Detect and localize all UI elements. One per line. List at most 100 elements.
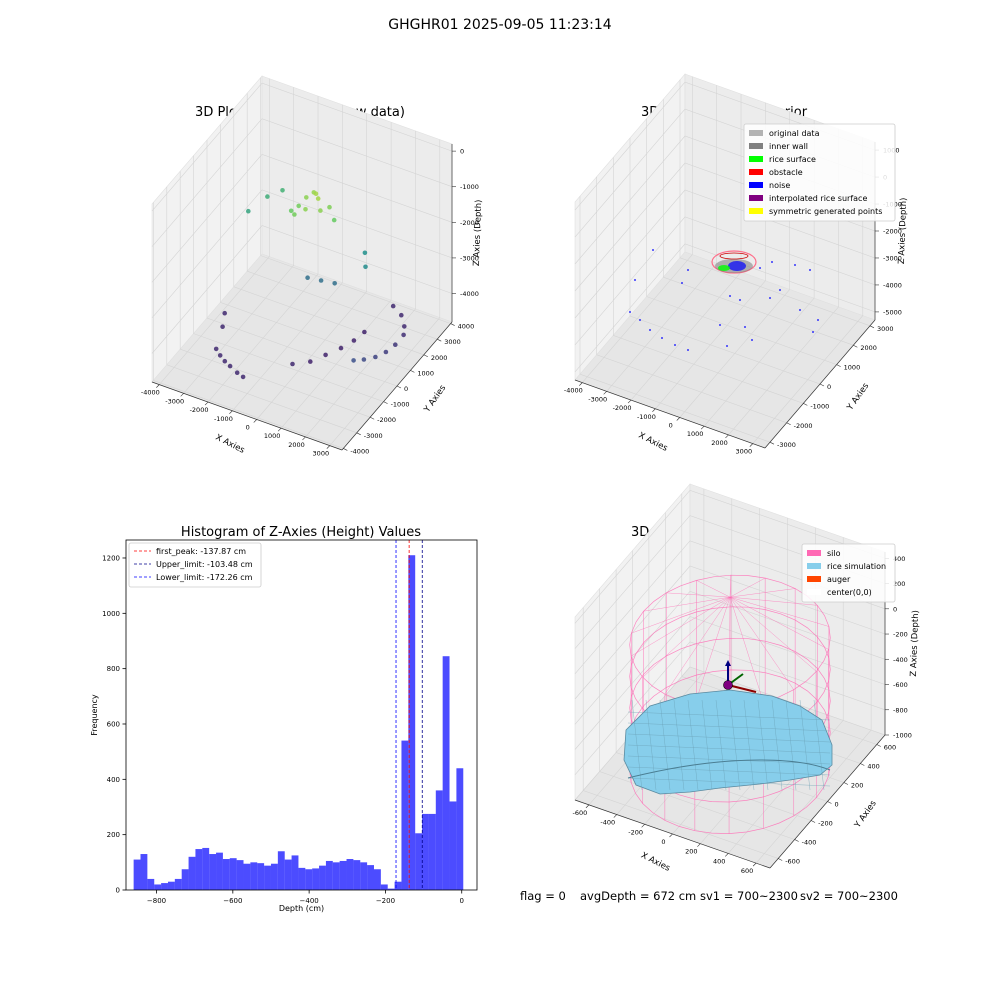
footer-flag: flag = 0	[520, 889, 566, 903]
x-tick-label: -2000	[613, 404, 632, 412]
legend-label: obstacle	[769, 168, 803, 177]
mesh-line	[627, 711, 831, 721]
y-tick-label: -2000	[377, 416, 396, 424]
y-tick	[794, 839, 799, 842]
z-tick-label: 0	[460, 148, 464, 156]
grid-x	[329, 139, 441, 446]
histogram-bar	[161, 883, 168, 890]
y-tick-label: -1000	[391, 401, 410, 409]
x-tick	[156, 384, 160, 388]
legend-swatch	[749, 208, 763, 214]
grid-y	[260, 77, 451, 324]
histogram-bar	[298, 867, 306, 890]
y-tick	[370, 416, 375, 420]
histogram-bar	[147, 878, 155, 890]
noise-point	[759, 267, 761, 269]
noise-point	[687, 269, 689, 271]
y-tick	[876, 744, 881, 747]
silo-roof-line	[729, 596, 818, 606]
histogram-bar	[291, 855, 299, 890]
legend-swatch	[749, 143, 763, 149]
silo-roof-line	[630, 596, 731, 657]
rice-surface-mesh	[627, 699, 831, 791]
histogram-bar	[250, 862, 258, 890]
x-axis-label: Depth (cm)	[279, 904, 324, 913]
histogram-bar	[428, 813, 436, 890]
data-point	[393, 342, 398, 348]
silo-roof-line	[729, 596, 794, 690]
z-tick-label: -2000	[460, 219, 479, 227]
x-tick-label: -2000	[190, 406, 209, 414]
mesh-line	[757, 699, 769, 791]
y-tick-label: 2000	[431, 354, 448, 362]
data-point	[338, 345, 344, 351]
auger-x-arrow	[727, 684, 757, 693]
x-tick	[627, 399, 632, 404]
histogram-bar	[209, 854, 217, 890]
data-point	[318, 208, 323, 213]
noise-point	[769, 297, 771, 299]
data-point	[296, 203, 302, 209]
histogram-bar	[332, 862, 340, 890]
z-tick-label: -5000	[883, 308, 902, 316]
y-tick-label: 3000	[877, 325, 894, 333]
histogram-bar	[387, 888, 395, 890]
y-axis-label: Y Axies	[845, 381, 872, 413]
grid-x	[183, 87, 295, 394]
data-point	[331, 217, 337, 223]
x-tick	[725, 853, 729, 857]
noise-point	[681, 282, 683, 284]
grid-z	[574, 489, 886, 624]
data-point	[373, 354, 378, 360]
y-tick	[343, 448, 348, 451]
y-tick	[383, 401, 388, 404]
grid-y	[662, 99, 854, 346]
obstacle-ring	[719, 252, 749, 260]
legend-label: rice surface	[769, 155, 816, 164]
legend-swatch	[749, 156, 763, 162]
noise-point	[744, 326, 746, 328]
silo-roof-line	[631, 596, 731, 634]
noise-point	[812, 331, 814, 333]
histogram-bar	[339, 860, 347, 890]
x-tick-label: −400	[300, 897, 319, 905]
grid-z	[574, 216, 876, 346]
grid-z	[574, 189, 876, 319]
y-tick	[843, 782, 849, 785]
mesh-line	[743, 699, 755, 791]
grid-x	[305, 130, 416, 438]
x-tick-label: −600	[223, 897, 242, 905]
x-tick-label: -1000	[637, 413, 656, 421]
x-tick-label: -3000	[588, 395, 607, 403]
plot2-legend: original data inner wall rice surface obsta…	[743, 123, 896, 222]
y-tick-label: 400	[107, 776, 120, 784]
y-axis-label: Y Axies	[422, 383, 449, 415]
histogram-bar	[367, 865, 374, 890]
plot3-title: Histogram of Z-Axies (Height) Values	[181, 525, 421, 540]
y-tick	[827, 801, 832, 804]
grid-x	[256, 113, 368, 420]
data-point	[220, 324, 225, 330]
histogram-bar	[277, 851, 285, 890]
legend-swatch	[749, 195, 763, 201]
y-tick	[853, 344, 858, 348]
x-tick	[669, 833, 673, 838]
y-tick	[869, 325, 875, 329]
y-tick-label: -4000	[350, 447, 369, 455]
data-point	[362, 250, 368, 256]
histogram-bar	[236, 860, 244, 890]
data-point	[234, 370, 240, 376]
grid-x	[280, 122, 392, 429]
data-point	[402, 324, 407, 329]
data-point	[288, 208, 294, 214]
legend-swatch	[807, 563, 821, 569]
z-tick-label: -2000	[883, 228, 902, 236]
x-tick-label: 600	[741, 867, 753, 875]
grid-z	[151, 153, 453, 283]
grid-y	[179, 171, 371, 418]
grid-y	[166, 186, 357, 434]
y-axis-label: Frequency	[90, 694, 99, 736]
mesh-line	[627, 777, 831, 787]
y-tick-label: 1000	[844, 364, 861, 372]
y-tick-label: 400	[867, 763, 879, 771]
